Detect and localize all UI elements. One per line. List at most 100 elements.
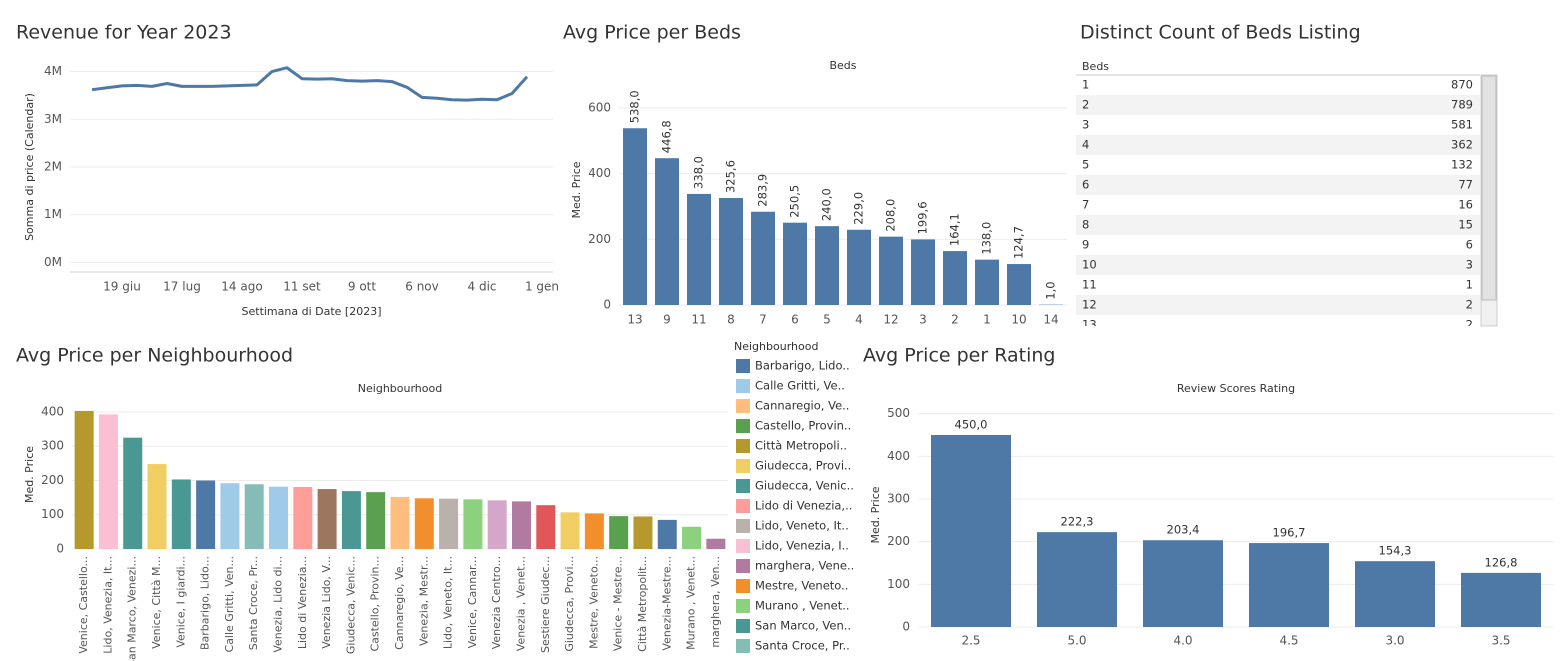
value-label: 283,9 — [756, 174, 770, 207]
x-tick-label: 1 gen — [525, 280, 559, 294]
y-tick-label: 600 — [588, 100, 611, 114]
bar — [439, 498, 459, 549]
legend-label: Cannaregio, Ve.. — [755, 399, 849, 413]
y-tick-label: 400 — [588, 166, 611, 180]
y-tick-label: 2M — [44, 160, 62, 174]
x-tick-label: Giudecca, Provi... — [563, 556, 576, 652]
table-cell: 6 — [1466, 238, 1473, 252]
table-cell: 789 — [1451, 98, 1473, 112]
table-cell: 6 — [1082, 178, 1089, 192]
bar — [293, 487, 313, 549]
x-tick-label: Venezia, Lido di... — [272, 556, 285, 653]
bar — [706, 538, 726, 549]
legend-swatch — [736, 539, 750, 553]
value-label: 196,7 — [1273, 526, 1306, 540]
y-tick-label: 300 — [887, 492, 910, 506]
x-tick-label: Sestiere Giudec... — [539, 556, 552, 653]
x-tick-label: 10 — [1011, 313, 1026, 327]
legend-label: Santa Croce, Pr.. — [755, 639, 850, 653]
scrollbar-thumb[interactable] — [1481, 75, 1497, 301]
value-label: 325,6 — [724, 160, 738, 193]
row-band — [1076, 175, 1480, 195]
column-header: Neighbourhood — [358, 382, 442, 395]
legend-swatch — [736, 619, 750, 633]
bar — [609, 516, 629, 549]
bar — [317, 489, 337, 549]
value-label: 154,3 — [1379, 544, 1412, 558]
bar — [783, 222, 807, 305]
bar — [751, 211, 775, 305]
x-tick-label: 9 — [663, 313, 671, 327]
x-tick-label: San Marco, Venezi... — [126, 556, 139, 661]
chart-title: Avg Price per Beds — [563, 22, 741, 44]
x-tick-label: 5.0 — [1067, 634, 1086, 648]
chart-title: Avg Price per Neighbourhood — [16, 345, 293, 367]
bar — [623, 128, 647, 305]
x-tick-label: 13 — [627, 313, 642, 327]
x-tick-label: Venice - Mestre... — [612, 556, 625, 651]
row-band — [1076, 215, 1480, 235]
y-tick-label: 0 — [603, 298, 611, 312]
x-tick-label: 5 — [823, 313, 831, 327]
bar — [147, 464, 167, 549]
bar — [719, 198, 743, 305]
bar — [879, 236, 903, 305]
y-tick-label: 0 — [902, 620, 910, 634]
bar — [414, 498, 434, 549]
table-title: Distinct Count of Beds Listing — [1080, 22, 1361, 44]
value-label: 138,0 — [980, 222, 994, 255]
y-tick-label: 200 — [41, 473, 64, 487]
legend-label: Calle Gritti, Ve.. — [755, 379, 845, 393]
x-tick-label: Venice, Castello... — [77, 556, 90, 654]
value-label: 222,3 — [1061, 515, 1094, 529]
bar — [196, 480, 216, 549]
legend-swatch — [736, 479, 750, 493]
legend-swatch — [736, 639, 750, 653]
bar — [390, 496, 410, 549]
value-label: 124,7 — [1012, 226, 1026, 259]
legend-swatch — [736, 439, 750, 453]
table-header: Beds — [1082, 60, 1109, 73]
legend-swatch — [736, 379, 750, 393]
bar — [536, 505, 556, 549]
bar — [560, 512, 580, 549]
legend-swatch — [736, 599, 750, 613]
x-tick-label: 12 — [883, 313, 898, 327]
x-tick-label: 6 — [791, 313, 799, 327]
bar — [1249, 543, 1329, 627]
x-tick-label: 11 — [691, 313, 706, 327]
value-label: 240,0 — [820, 188, 834, 221]
x-tick-label: Calle Gritti, Ven... — [223, 556, 236, 652]
legend-label: Lido, Veneto, It.. — [755, 519, 849, 533]
bar — [815, 226, 839, 305]
bar — [1355, 561, 1435, 627]
y-tick-label: 3M — [44, 112, 62, 126]
x-tick-label: 1 — [983, 313, 991, 327]
table-cell: 12 — [1082, 298, 1097, 312]
legend-label: Lido, Venezia, I.. — [755, 539, 849, 553]
bar — [123, 437, 143, 549]
bar — [511, 501, 531, 549]
x-tick-label: Lido, Veneto, It... — [442, 556, 455, 649]
y-tick-label: 200 — [588, 232, 611, 246]
bar — [633, 516, 653, 549]
y-tick-label: 100 — [887, 577, 910, 591]
x-tick-label: 17 lug — [163, 280, 201, 294]
x-tick-label: 4 dic — [468, 280, 497, 294]
x-tick-label: 3.5 — [1491, 634, 1510, 648]
value-label: 538,0 — [628, 90, 642, 123]
table-cell: 4 — [1082, 138, 1089, 152]
chart-title: Avg Price per Rating — [863, 345, 1055, 367]
legend-label: San Marco, Ven.. — [755, 619, 851, 633]
x-tick-label: Venice, Città M... — [150, 556, 163, 649]
table-cell: 5 — [1082, 158, 1089, 172]
table-cell: 11 — [1082, 278, 1097, 292]
table-cell: 362 — [1451, 138, 1473, 152]
row-band — [1076, 95, 1480, 115]
bar — [1143, 540, 1223, 627]
x-tick-label: Venezia Centro... — [490, 556, 503, 649]
table-cell: 1 — [1466, 278, 1473, 292]
bar — [98, 414, 118, 549]
x-tick-label: Venezia-Mestre... — [660, 556, 673, 651]
